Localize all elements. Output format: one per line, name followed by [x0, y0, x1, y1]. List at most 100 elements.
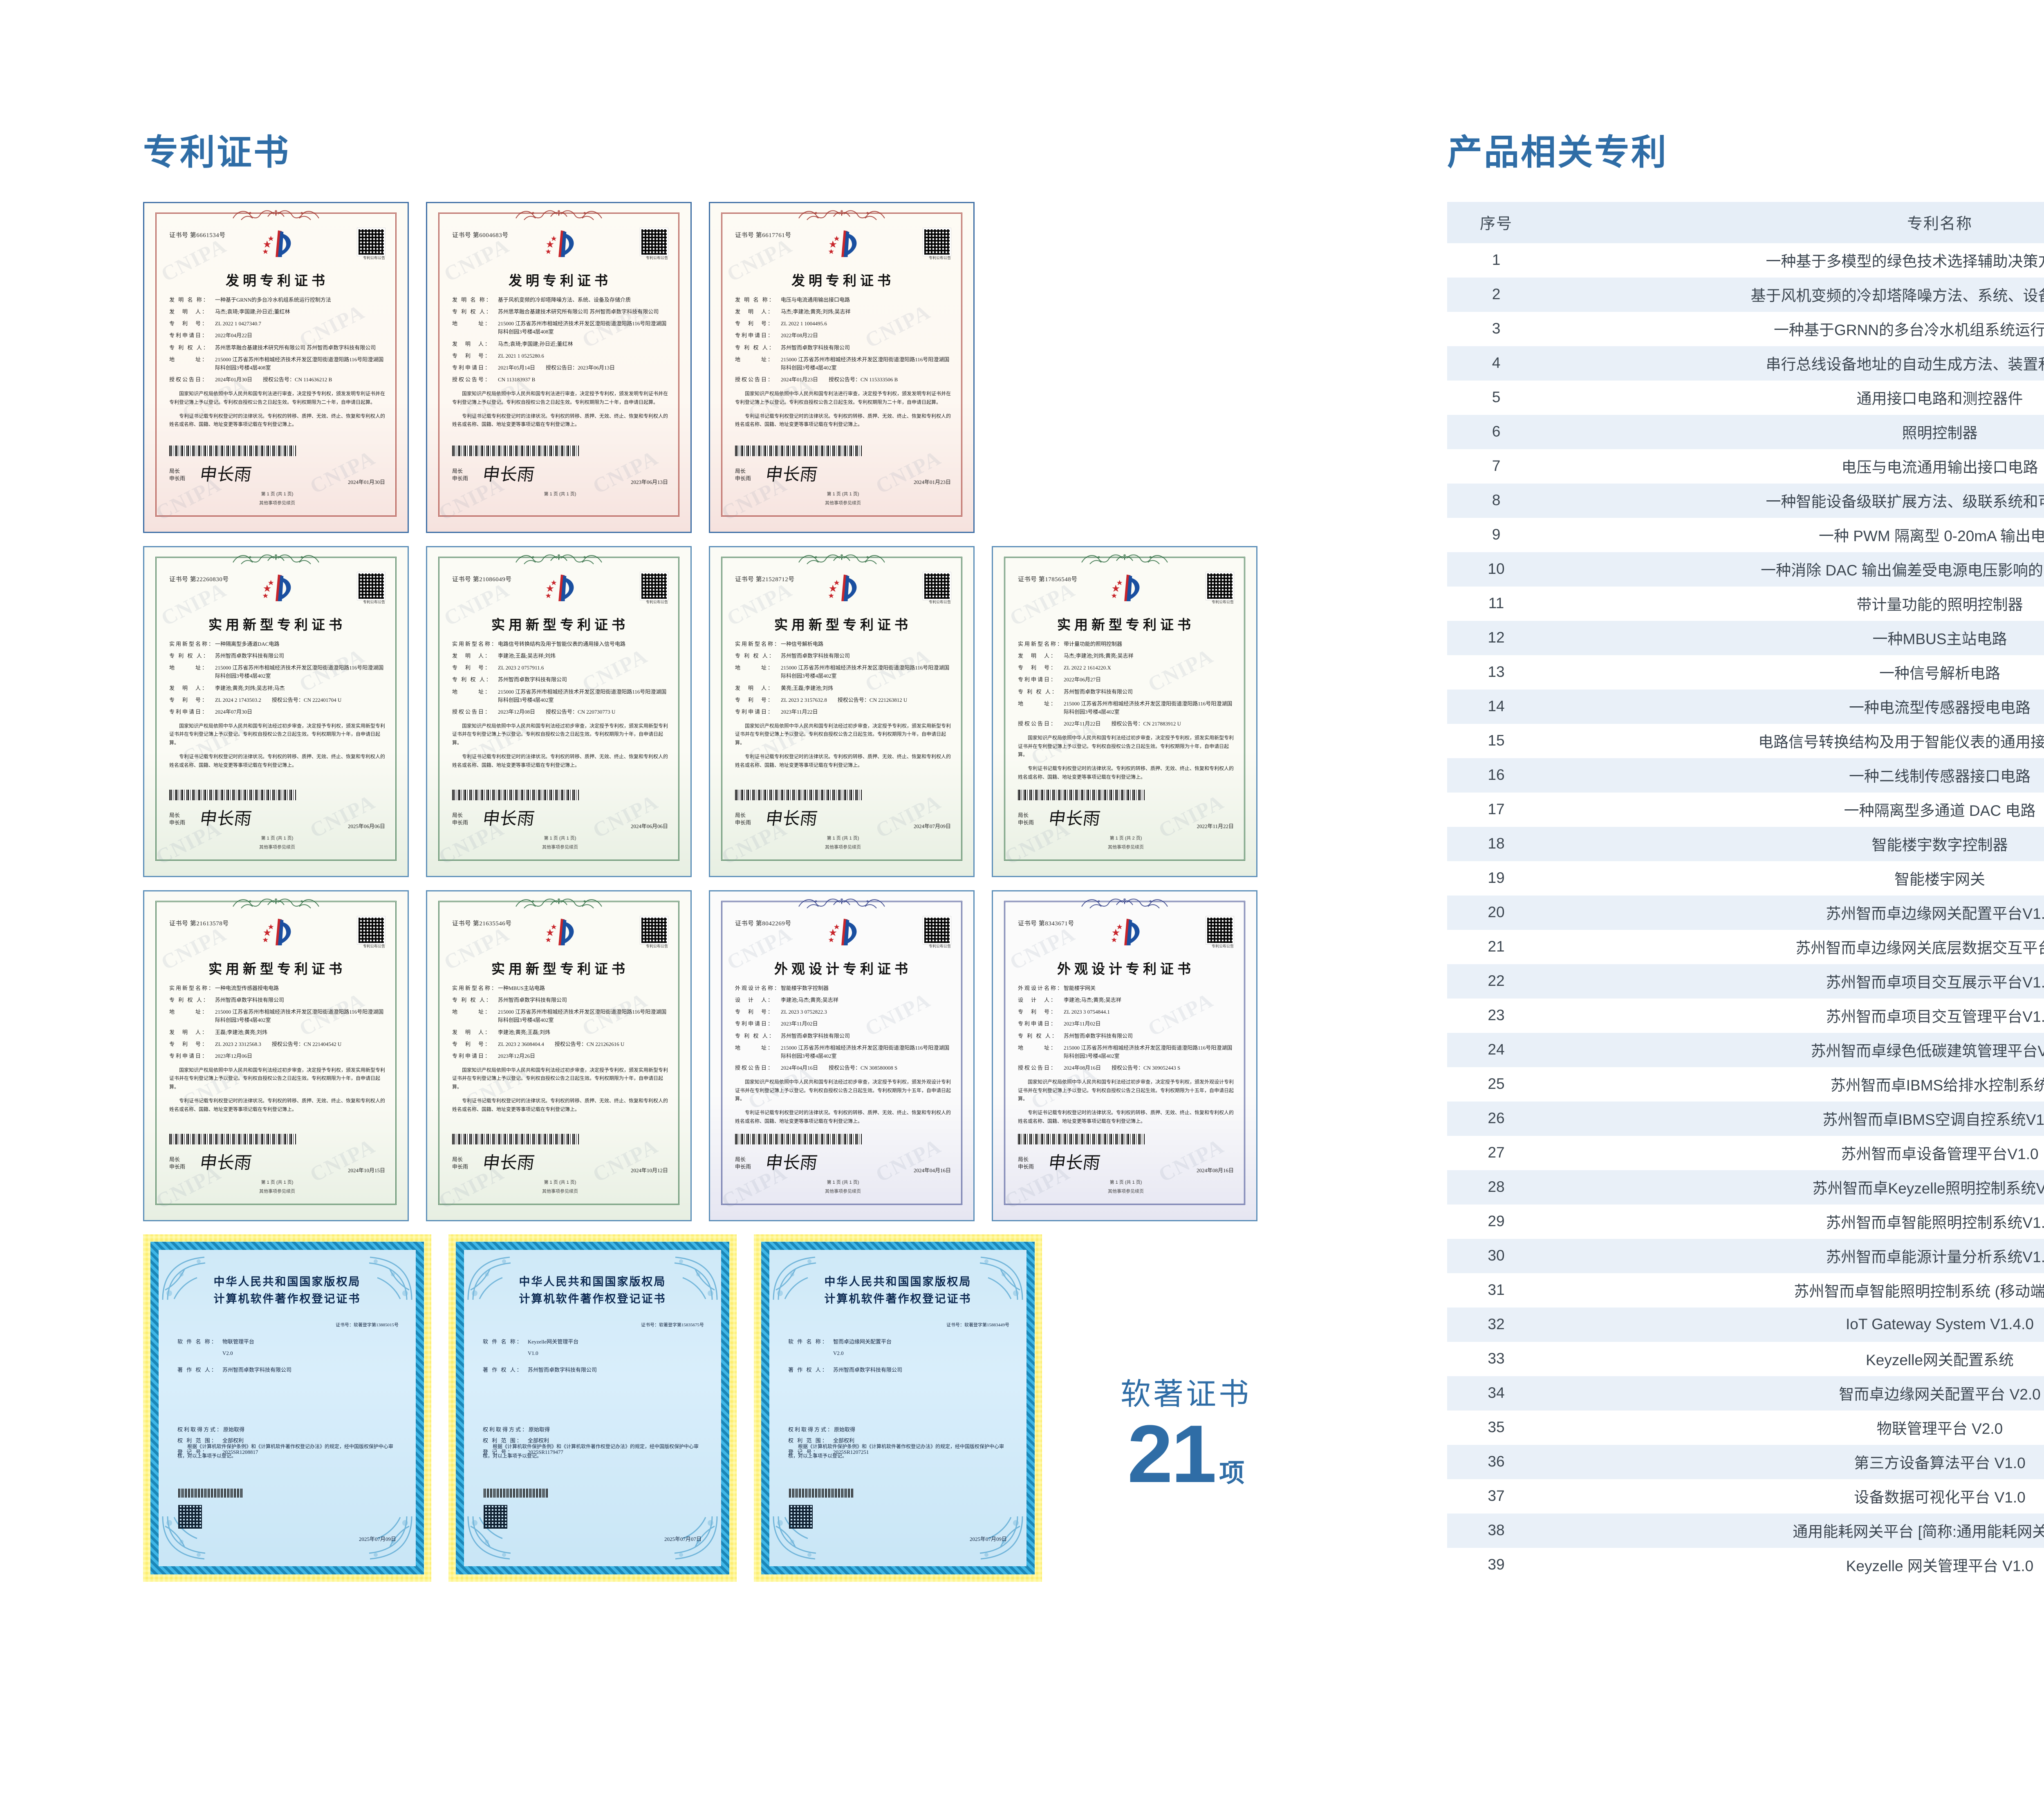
certificate-fields: 发 明 名 称： 基于风机变频的冷却塔降噪方法、系统、设备及存储介质 专 利 权…	[452, 296, 668, 429]
signature-mark: 申长雨	[764, 464, 819, 485]
field-value: V1.0	[528, 1350, 538, 1356]
field-label: 发 明 人：	[452, 340, 492, 347]
patent-certificate-card[interactable]: CNIPACNIPACNIPACNIPACNIPACNIPA 证书号 第2163…	[426, 890, 692, 1221]
ornament-icon	[233, 554, 319, 564]
field-label: 设 计 人：	[1018, 997, 1058, 1003]
field-label: 授权公告日：	[735, 376, 775, 383]
qr-code-icon	[484, 1505, 507, 1529]
field-value: 2023年11月22日	[781, 708, 818, 715]
barcode	[1018, 790, 1145, 800]
certificate-date: 2025年07月09日	[359, 1536, 396, 1542]
field-value: 215000 江苏省苏州市相城经济技术开发区澄阳街道澄阳路116号阳澄湖国际科创…	[781, 665, 950, 679]
software-copyright-callout: 软著证书 21 项	[1059, 1234, 1313, 1582]
certificate-page-footer: 第 1 页 (共 1 页)	[261, 1180, 294, 1185]
certificate-outer-border	[992, 890, 1257, 1221]
patent-certificate-card[interactable]: CNIPACNIPACNIPACNIPACNIPACNIPA 证书号 第6617…	[709, 202, 975, 533]
certificate-number: 证书号 第8042269号	[735, 920, 791, 927]
signature-row: 局长 申长雨 申长雨	[169, 808, 385, 828]
certificate-paragraph-2: 专利证书记载专利权登记时的法律状况。专利权的转移、质押、无效、终止、恢复和专利权…	[735, 754, 951, 768]
certificate-paragraph-1: 国家知识产权局依照中华人民共和国专利法经过初步审查，决定授予专利权，颁发实用新型…	[452, 1067, 668, 1090]
field-label: 地 址：	[735, 665, 775, 671]
cell-index: 23	[1488, 1007, 1505, 1023]
owner-field: 著 作 权 人： 苏州智而卓数字科技有限公司	[483, 1366, 702, 1374]
table-row: 3一种基于GRNN的多台冷水机组系统运行控制方法发明	[1447, 312, 2044, 346]
software-copyright-certificate-card[interactable]: 中华人民共和国国家版权局 计算机软件著作权登记证书 证书号：软著登字第15835…	[448, 1234, 737, 1582]
field-label: 专 利 权 人：	[735, 1032, 775, 1039]
patent-certificate-card[interactable]: CNIPACNIPACNIPACNIPACNIPACNIPA 证书号 第2152…	[709, 546, 975, 877]
patent-certificate-card[interactable]: CNIPACNIPACNIPACNIPACNIPACNIPA 证书号 第8343…	[992, 890, 1257, 1221]
certificate-field: 设 计 人： 李建池;马杰;黄亮;吴志祥	[735, 996, 951, 1004]
software-copyright-certificate-card[interactable]: 中华人民共和国国家版权局 计算机软件著作权登记证书 证书号：软著登字第15883…	[754, 1234, 1042, 1582]
field-value: 2022年06月27日	[1064, 676, 1101, 683]
cell-index: 15	[1488, 732, 1505, 749]
certificate-field: 地 址： 215000 江苏省苏州市相城经济技术开发区澄阳街道澄阳路116号阳澄…	[452, 1008, 668, 1024]
certificate-body: 证书号 第21635546号 专利公布公告 实用新型专利证书 实用新型名称： 一…	[452, 916, 668, 1197]
field-label: 外观设计名称：	[735, 985, 781, 991]
table-row: 5通用接口电路和测控器件发明	[1447, 381, 2044, 415]
qr-code-icon	[357, 916, 385, 945]
field-value: V2.0	[222, 1350, 233, 1356]
cnipa-logo	[540, 571, 580, 610]
certificate-field: 发 明 人： 马杰;袁琦;李国建;孙日近;董红林	[452, 340, 668, 348]
certificate-field: 地 址： 215000 江苏省苏州市相城经济技术开发区澄阳街道澄阳路116号阳澄…	[452, 688, 668, 704]
field-value: 苏州智而卓数字科技有限公司	[215, 653, 285, 659]
qr-caption: 专利公布公告	[928, 600, 951, 604]
field-label: 地 址：	[452, 688, 492, 695]
field-label-spacer	[483, 1349, 528, 1357]
patent-certificate-card[interactable]: CNIPACNIPACNIPACNIPACNIPACNIPA 证书号 第2226…	[143, 546, 409, 877]
issuing-authority: 中华人民共和国国家版权局	[213, 1276, 361, 1288]
patent-certificate-card[interactable]: CNIPACNIPACNIPACNIPACNIPACNIPA 证书号 第6004…	[426, 202, 692, 533]
patent-certificate-card[interactable]: CNIPACNIPACNIPACNIPACNIPACNIPA 证书号 第8042…	[709, 890, 975, 1221]
cell-patent-name: 一种基于GRNN的多台冷水机组系统运行控制方法	[1774, 322, 2044, 338]
certificate-body: 证书号 第17856548号 专利公布公告 实用新型专利证书 实用新型名称： 带…	[1018, 571, 1234, 853]
certificate-field: 专利申请日： 2023年11月22日	[735, 708, 951, 716]
field-label: 专 利 权 人：	[452, 676, 493, 683]
qr-caption: 专利公布公告	[928, 256, 951, 260]
certificate-title: 实用新型专利证书	[491, 962, 629, 977]
patent-certificate-card[interactable]: CNIPACNIPACNIPACNIPACNIPACNIPA 证书号 第2161…	[143, 890, 409, 1221]
cell-index: 10	[1447, 552, 1545, 587]
field-value: 苏州智而卓数字科技有限公司	[528, 1367, 597, 1373]
certificate-inner-border	[721, 213, 962, 517]
cell-index: 26	[1447, 1102, 1545, 1136]
cnipa-logo-icon	[262, 574, 291, 601]
certificate-field: 专利申请日： 2022年04月22日	[169, 331, 385, 340]
certificate-inner-border	[155, 557, 397, 861]
cnipa-logo-icon	[262, 918, 291, 945]
field-value: 电路信号转换结构及用于智能仪表的通用接入信号电路	[498, 641, 626, 647]
certificate-field: 授权公告日： 2024年01月23日 授权公告号：CN 115333506 B	[735, 376, 951, 384]
software-copyright-certificate-card[interactable]: 中华人民共和国国家版权局 计算机软件著作权登记证书 证书号：软著登字第13885…	[143, 1234, 431, 1582]
certificate-field: 专利申请日： 2021年05月14日 授权公告日：2023年06月13日	[452, 364, 668, 372]
field-value: 2023年11月02日	[1064, 1021, 1101, 1027]
table-row: 11带计量功能的照明控制器实用新型	[1447, 587, 2044, 621]
certificate-paragraph-1: 国家知识产权局依照中华人民共和国专利法经过初步审查，决定授予专利权，颁发外观设计…	[735, 1079, 951, 1102]
field-label: 发 明 人：	[169, 685, 209, 691]
field-label: 专 利 权 人：	[1018, 1032, 1058, 1039]
field-label: 专利申请日：	[452, 1052, 492, 1059]
field-label: 发 明 名 称：	[169, 297, 210, 303]
issuing-authority: 中华人民共和国国家版权局	[824, 1276, 972, 1288]
certificate-paragraph-1: 国家知识产权局依照中华人民共和国专利法经过初步审查，决定授予专利权，颁发实用新型…	[169, 723, 385, 746]
page-title-product-patents: 产品相关专利	[1447, 133, 1668, 172]
field-label: 著 作 权 人：	[483, 1367, 523, 1373]
field-label: 地 址：	[452, 320, 492, 327]
field-label: 专 利 权 人：	[735, 653, 775, 659]
certificate-date: 2025年07月07日	[664, 1536, 702, 1542]
patent-certificate-card[interactable]: CNIPACNIPACNIPACNIPACNIPACNIPA 证书号 第1785…	[992, 546, 1257, 877]
certificate-field: 专 利 权 人： 苏州智而卓数字科技有限公司	[735, 1032, 951, 1040]
signature-row: 局长 申长雨 申长雨	[169, 464, 385, 484]
registration-number-field: 登 记 号： 2025SR1207251	[788, 1448, 1008, 1456]
certificate-paragraph-1: 国家知识产权局依照中华人民共和国专利法进行审查，决定授予专利权，颁发发明专利证书…	[452, 391, 668, 405]
patent-certificate-card[interactable]: CNIPACNIPACNIPACNIPACNIPACNIPA 证书号 第2108…	[426, 546, 692, 877]
patent-certificate-card[interactable]: CNIPACNIPACNIPACNIPACNIPACNIPA 证书号 第6661…	[143, 202, 409, 533]
callout-number: 21	[1127, 1408, 1217, 1500]
field-label: 专 利 权 人：	[735, 344, 775, 351]
certificate-outer-border	[709, 546, 975, 877]
field-value: ZL 2023 3 0752822.3	[781, 1009, 827, 1015]
cell-index: 3	[1492, 320, 1501, 337]
